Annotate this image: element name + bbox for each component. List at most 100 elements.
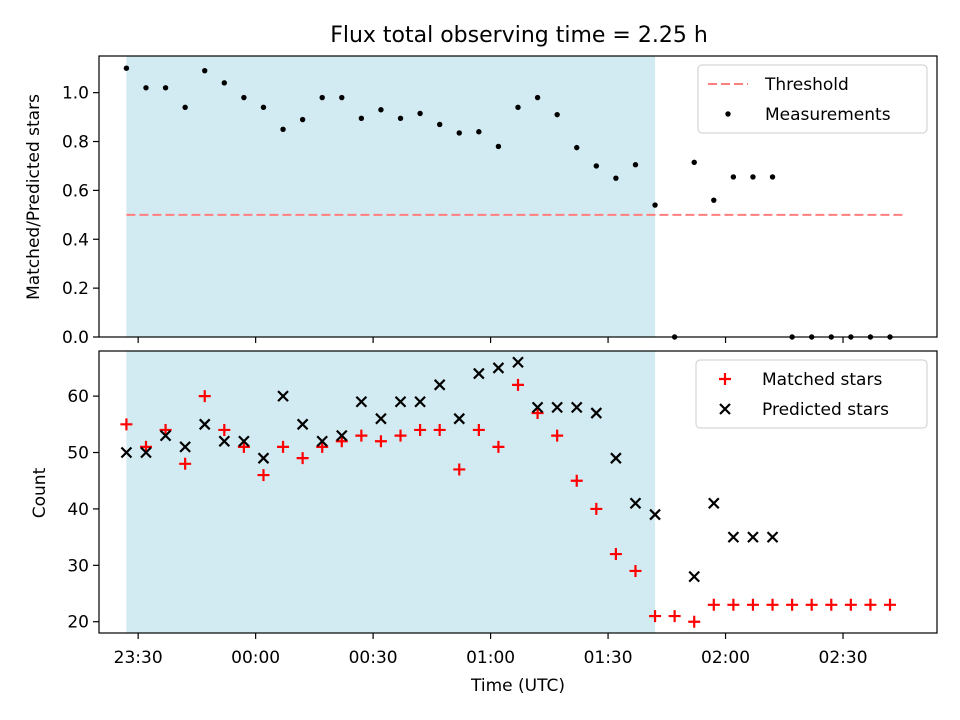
predicted-stars-series (120, 356, 779, 583)
matched-star-point (688, 615, 701, 628)
matched-stars-series (120, 378, 897, 628)
measurement-point (515, 104, 521, 111)
measurement-point (534, 94, 541, 101)
x-tick-label: 00:30 (349, 648, 398, 668)
bottom-y-tick-label: 30 (67, 556, 89, 576)
measurement-point (574, 144, 580, 151)
matched-star-point (590, 502, 603, 515)
bottom-legend-box (695, 359, 928, 429)
predicted-star-point (512, 356, 524, 369)
measurement-point (221, 80, 228, 86)
top-y-tick-label: 0.8 (62, 133, 89, 153)
matched-star-point (844, 598, 857, 611)
bottom-y-axis: 20 30 40 50 60 (67, 387, 99, 633)
matched-star-point (355, 429, 368, 442)
top-legend: Threshold Measurements (697, 64, 928, 134)
matched-star-point (316, 440, 329, 453)
predicted-star-point (708, 497, 720, 510)
measurements-legend-icon (725, 111, 731, 117)
predicted-star-point (218, 435, 231, 448)
matched-star-point (237, 440, 250, 453)
predicted-stars-legend-icon (719, 403, 731, 415)
matched-star-point (805, 598, 818, 611)
predicted-star-point (414, 395, 426, 408)
bottom-y-tick-label: 60 (67, 387, 89, 407)
matched-star-point (492, 440, 505, 453)
matched-star-point (668, 610, 681, 623)
bottom-shaded-interval (126, 351, 656, 633)
bottom-legend: Matched stars Predicted stars (695, 359, 928, 429)
matched-star-point (766, 598, 779, 611)
top-y-tick-label: 1.0 (62, 84, 89, 104)
measurement-point (299, 116, 306, 123)
predicted-star-point (492, 362, 505, 374)
predicted-star-point (159, 429, 172, 442)
measurement-point (280, 126, 286, 133)
bottom-y-tick-label: 20 (67, 613, 89, 633)
bottom-panel: 20 30 40 50 60 23:30 00:00 00:30 01:00 01:30 02:0… (67, 350, 938, 668)
measurement-point (456, 130, 462, 136)
predicted-star-point (590, 407, 603, 419)
matched-star-point (884, 598, 897, 611)
bottom-y-axis-label: Count (30, 467, 50, 518)
top-y-axis: 0.0 0.2 0.4 0.6 0.8 1.0 (62, 84, 99, 348)
predicted-star-point (551, 401, 563, 414)
matched-star-point (746, 598, 759, 611)
x-tick-label: 01:30 (584, 648, 633, 668)
predicted-star-point (296, 418, 309, 431)
measurement-point (202, 67, 208, 74)
measurement-point (378, 107, 384, 113)
bottom-y-tick-label: 40 (67, 500, 89, 520)
predicted-star-point (316, 435, 328, 448)
matched-star-point (707, 598, 720, 611)
predicted-star-point (610, 452, 622, 464)
matched-star-point (609, 548, 622, 561)
matched-star-point (179, 457, 192, 470)
x-axis-label: Time (UTC) (470, 676, 565, 696)
matched-star-point (139, 440, 152, 453)
matched-star-point (629, 564, 642, 577)
predicted-star-point (257, 452, 270, 464)
predicted-star-point (433, 379, 446, 391)
top-x-ticks (137, 337, 844, 343)
predicted-star-point (238, 435, 250, 448)
predicted-star-point (179, 441, 191, 453)
top-shaded-interval (126, 56, 656, 337)
predicted-star-point (688, 570, 700, 583)
measurement-point (162, 85, 169, 91)
top-panel: 0.0 0.2 0.4 0.6 0.8 1.0 Threshold Measurement… (62, 55, 938, 348)
top-y-tick-label: 0.0 (62, 328, 89, 348)
matched-star-point (453, 463, 466, 476)
measurement-point (339, 94, 345, 101)
measurement-point (143, 85, 149, 91)
bottom-y-tick-label: 50 (67, 444, 89, 464)
measurement-point (182, 104, 188, 111)
measurement-point (417, 110, 423, 117)
measurement-point (691, 159, 697, 165)
measurement-point (241, 94, 247, 101)
predicted-star-point (336, 429, 348, 442)
matched-star-point (257, 469, 270, 482)
predicted-star-point (747, 531, 759, 543)
bottom-plot-frame (98, 350, 938, 634)
matched-star-point (825, 598, 838, 611)
matched-star-point (335, 435, 348, 448)
matched-star-point (649, 610, 662, 623)
predicted-star-point (629, 497, 642, 510)
top-y-tick-label: 0.2 (62, 279, 89, 299)
x-tick-label: 02:30 (819, 648, 868, 668)
measurement-point (495, 143, 502, 150)
measurements-legend-label: Measurements (765, 105, 891, 125)
matched-star-point (374, 435, 387, 448)
measurement-point (769, 174, 776, 180)
predicted-star-point (570, 401, 583, 414)
matched-stars-legend-icon (719, 373, 731, 385)
measurement-point (397, 115, 404, 122)
predicted-star-point (649, 508, 661, 521)
predicted-star-point (531, 401, 544, 414)
matched-stars-legend-label: Matched stars (762, 370, 882, 390)
matched-star-point (120, 418, 133, 431)
measurement-point (652, 202, 658, 208)
